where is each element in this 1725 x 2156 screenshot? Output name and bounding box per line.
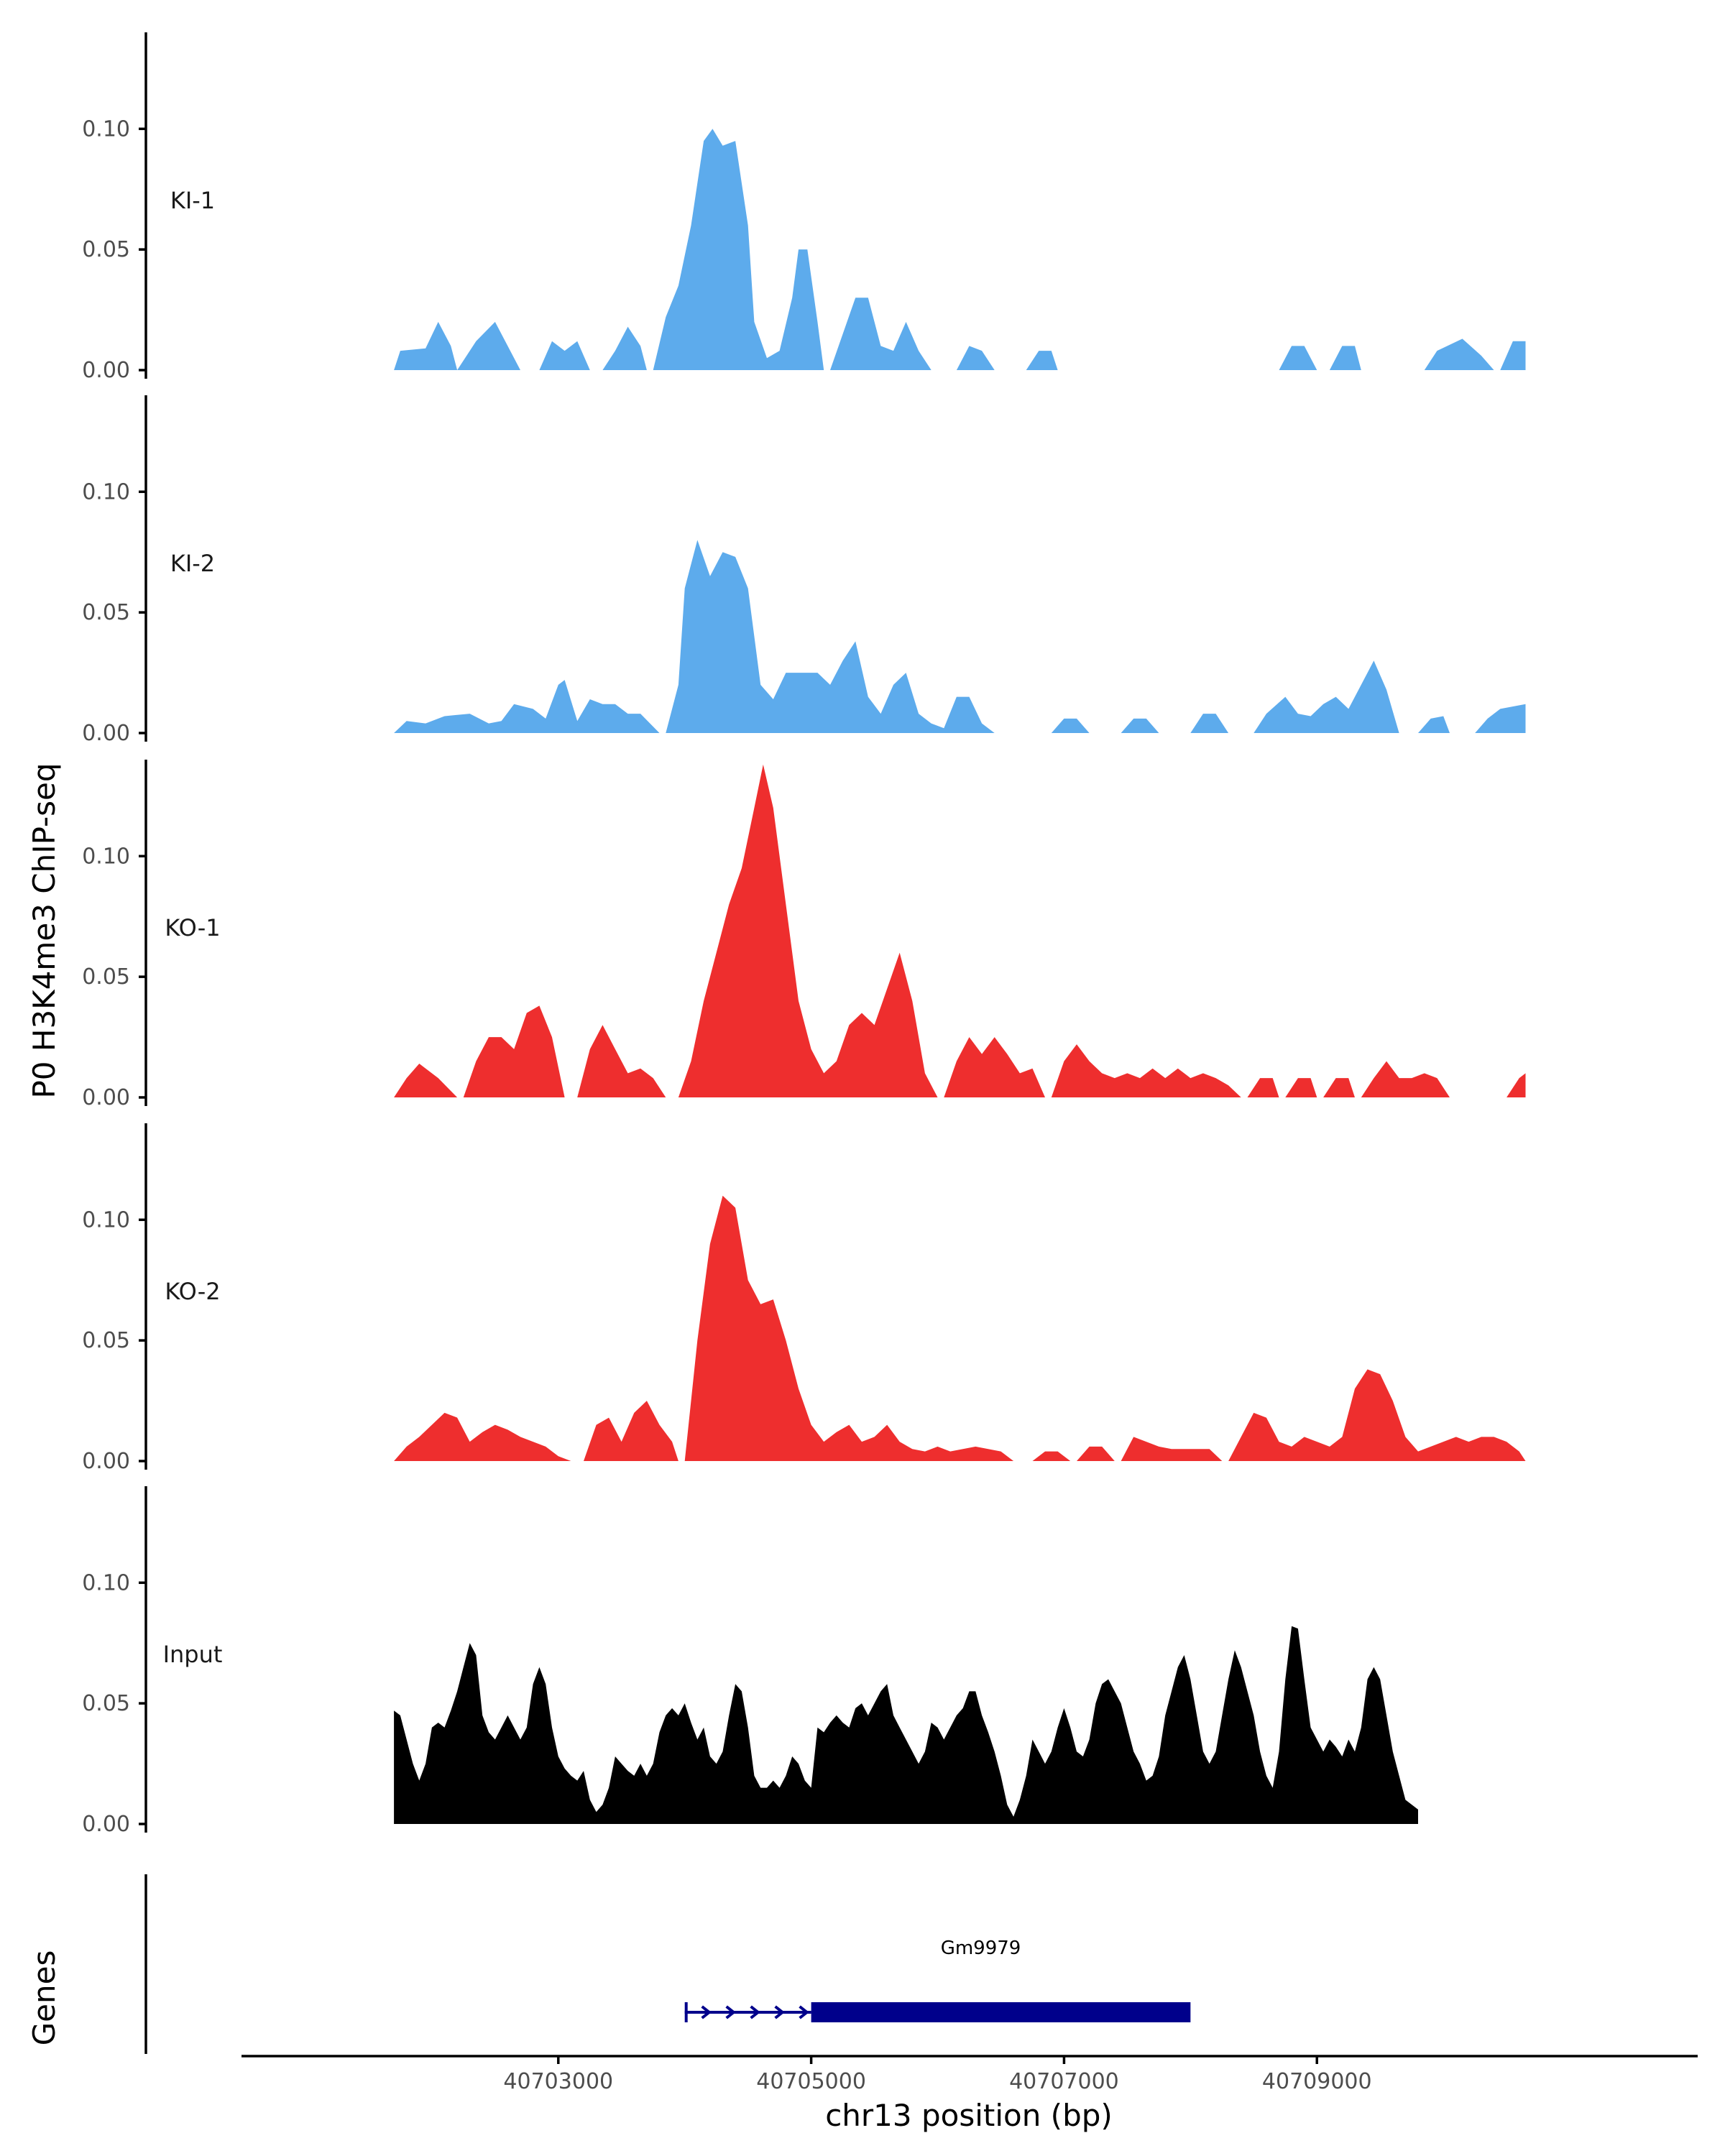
signal-area <box>394 680 660 733</box>
x-tick-label: 40705000 <box>756 2069 866 2094</box>
signal-area <box>956 346 995 370</box>
gene-gm9979: Gm9979 <box>684 1938 1191 2022</box>
genes-axis-title: Genes <box>27 1950 62 2046</box>
signal-area <box>539 341 590 370</box>
signal-area <box>1051 1044 1241 1097</box>
y-tick-label: 0.05 <box>82 1691 130 1716</box>
track-label-ki-1: KI-1 <box>170 187 215 214</box>
signal-area <box>1051 718 1090 733</box>
signal-area <box>1506 1073 1526 1097</box>
signal-area <box>394 1626 1418 1824</box>
track-panel-ko-1: 0.00 0.05 0.10 KO-1 <box>82 760 1526 1110</box>
track-label-ko-1: KO-1 <box>165 914 220 941</box>
x-tick-label: 40707000 <box>1009 2069 1119 2094</box>
signal-area <box>1247 1078 1279 1097</box>
x-axis: 40703000 40705000 40707000 40709000 <box>242 2055 1698 2094</box>
x-axis-title: chr13 position (bp) <box>825 2098 1113 2133</box>
signal-area <box>394 321 520 370</box>
y-tick-label: 0.00 <box>82 1812 130 1837</box>
signal-area <box>394 1412 571 1461</box>
signal-area <box>1323 1078 1355 1097</box>
signal-area <box>1418 716 1450 733</box>
y-tick-label: 0.00 <box>82 721 130 746</box>
signal-area <box>944 1037 1045 1097</box>
signal-area <box>1329 346 1361 370</box>
y-tick-label: 0.10 <box>82 1207 130 1233</box>
signal-area <box>678 764 938 1097</box>
signal-area <box>1254 660 1399 733</box>
signal-area <box>602 326 647 370</box>
strand-arrow <box>799 2005 809 2019</box>
y-tick-label: 0.05 <box>82 600 130 625</box>
signal-area <box>684 1195 1014 1461</box>
strand-arrow <box>774 2005 785 2019</box>
signal-area <box>584 1401 678 1461</box>
track-panel-input: 0.00 0.05 0.10 Input <box>82 1486 1418 1837</box>
signal-area <box>1032 1451 1071 1461</box>
gene-exon-block <box>811 2002 1191 2022</box>
signal-area <box>1121 1437 1223 1461</box>
signal-area <box>1077 1446 1115 1461</box>
y-axis-title: P0 H3K4me3 ChIP-seq <box>27 763 62 1098</box>
signal-area <box>1285 1078 1317 1097</box>
track-panel-ko-2: 0.00 0.05 0.10 KO-2 <box>82 1123 1526 1474</box>
track-panel-ki-2: 0.00 0.05 0.10 KI-2 <box>82 395 1526 746</box>
strand-arrow <box>750 2005 760 2019</box>
track-panels: 0.00 0.05 0.10 KI-1 0.00 0.05 0.10 KI-2 0.00 0.05… <box>82 32 1526 1837</box>
gene-label: Gm9979 <box>941 1938 1021 1959</box>
signal-area <box>1424 338 1494 370</box>
y-tick-label: 0.05 <box>82 1328 130 1353</box>
signal-area <box>463 1005 565 1097</box>
y-tick-label: 0.10 <box>82 1570 130 1595</box>
signal-area <box>394 1064 458 1097</box>
track-label-input: Input <box>163 1641 223 1668</box>
signal-area <box>1361 1061 1450 1097</box>
strand-arrow <box>701 2005 712 2019</box>
signal-area <box>1228 1369 1526 1461</box>
y-tick-label: 0.10 <box>82 116 130 142</box>
track-label-ko-2: KO-2 <box>165 1278 220 1305</box>
y-tick-label: 0.00 <box>82 1449 130 1474</box>
y-tick-label: 0.00 <box>82 358 130 383</box>
signal-area <box>577 1025 666 1097</box>
track-label-ki-2: KI-2 <box>170 550 215 577</box>
signal-area <box>1190 714 1229 733</box>
y-tick-label: 0.10 <box>82 479 130 505</box>
signal-area <box>1279 346 1317 370</box>
signal-area <box>830 298 932 370</box>
y-tick-label: 0.00 <box>82 1085 130 1110</box>
x-tick-label: 40703000 <box>503 2069 613 2094</box>
strand-arrow <box>725 2005 736 2019</box>
track-panel-ki-1: 0.00 0.05 0.10 KI-1 <box>82 32 1526 383</box>
y-tick-label: 0.05 <box>82 237 130 262</box>
x-tick-label: 40709000 <box>1262 2069 1372 2094</box>
y-tick-label: 0.05 <box>82 964 130 990</box>
genes-panel: Gm9979 <box>144 1874 1191 2054</box>
signal-area <box>1475 704 1526 733</box>
signal-area <box>1026 351 1058 370</box>
signal-area <box>1121 718 1159 733</box>
signal-area <box>653 129 824 371</box>
signal-area <box>666 540 995 733</box>
y-tick-label: 0.10 <box>82 844 130 869</box>
signal-area <box>1500 341 1526 370</box>
